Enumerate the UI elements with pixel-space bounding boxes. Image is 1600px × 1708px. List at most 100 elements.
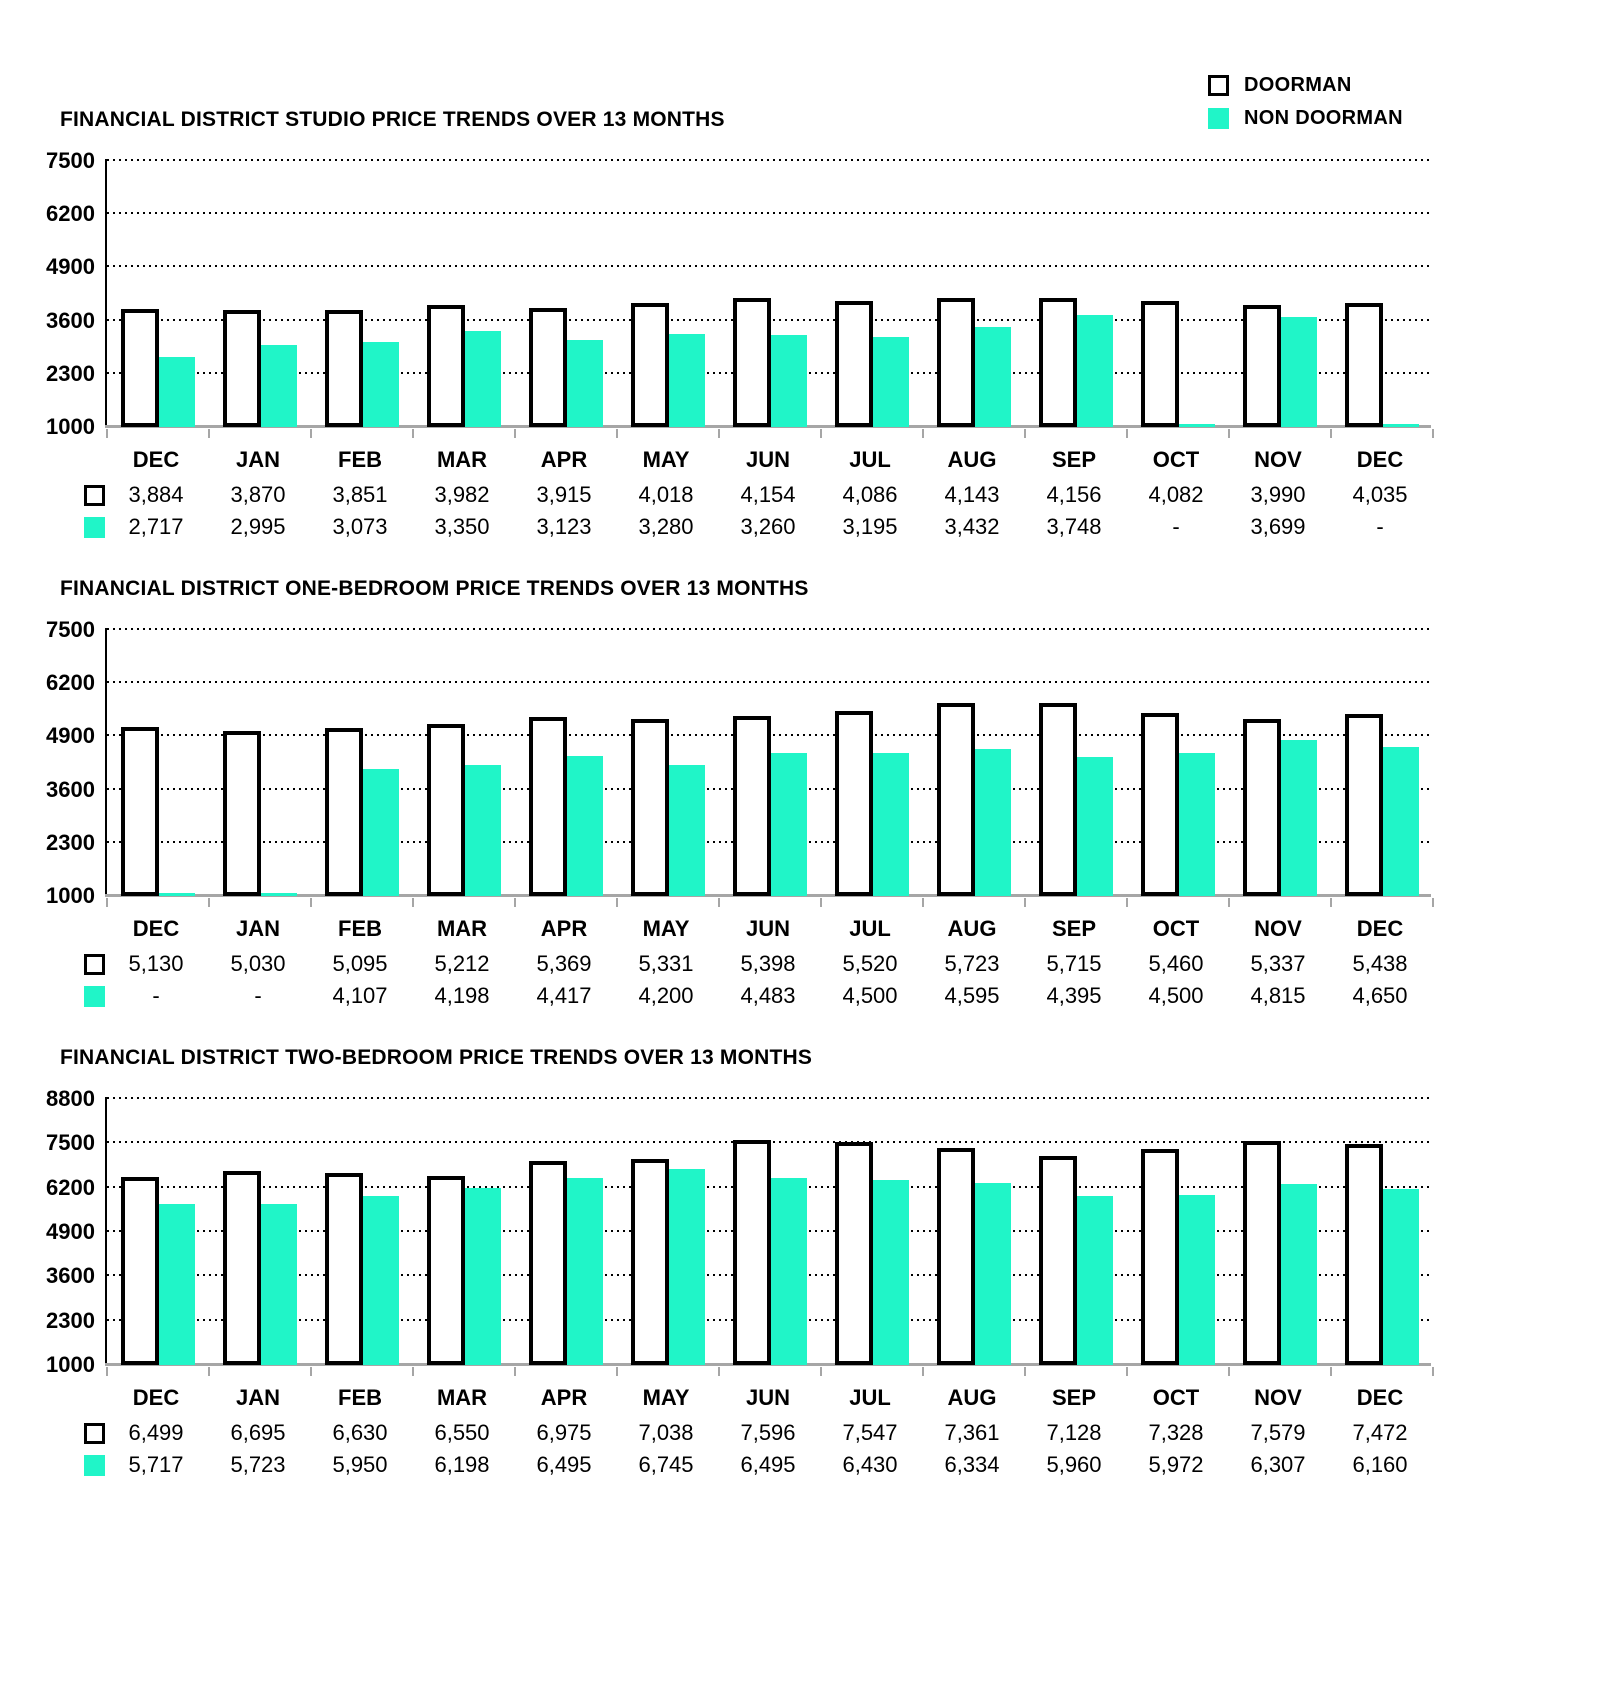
value-non-doorman: 5,950 xyxy=(332,1452,388,1477)
value-doorman: 5,130 xyxy=(128,951,184,976)
bar-non-doorman xyxy=(261,345,297,427)
value-non-doorman: 3,073 xyxy=(332,514,388,539)
x-axis-tick xyxy=(820,429,822,438)
value-non-doorman: 4,483 xyxy=(740,983,796,1008)
value-row-non-doorman: 5,717 5,723 5,950 6,198 6,495 6,745 6,495 6,430… xyxy=(8,1449,1438,1481)
value-row-swatch-cell xyxy=(8,479,105,511)
bar-doorman xyxy=(1243,719,1281,896)
value-non-doorman: 6,745 xyxy=(638,1452,694,1477)
value-non-doorman: 2,717 xyxy=(128,514,184,539)
value-row-doorman: 3,884 3,870 3,851 3,982 3,915 4,018 4,154 4,086… xyxy=(8,479,1438,511)
x-axis-tick xyxy=(1024,898,1026,907)
x-axis-label: AUG xyxy=(947,447,997,472)
value-doorman: 3,851 xyxy=(332,482,388,507)
bar-group-aug-9 xyxy=(923,1097,1025,1365)
x-axis-tick xyxy=(310,898,312,907)
value-non-doorman: 6,495 xyxy=(536,1452,592,1477)
value-doorman: 4,156 xyxy=(1046,482,1102,507)
bar-group-apr-5 xyxy=(515,159,617,427)
doorman-swatch-icon xyxy=(84,1422,105,1444)
x-axis-tick xyxy=(1432,429,1434,438)
bar-group-sep-10 xyxy=(1025,159,1127,427)
bar-non-doorman xyxy=(873,337,909,427)
y-axis-label: 1000 xyxy=(46,883,95,908)
bar-group-aug-9 xyxy=(923,159,1025,427)
value-doorman: 7,472 xyxy=(1352,1420,1408,1445)
bar-non-doorman xyxy=(1383,747,1419,896)
x-axis-tick xyxy=(106,429,108,438)
bar-non-doorman xyxy=(669,1169,705,1365)
bar-group-oct-11 xyxy=(1127,159,1229,427)
bar-non-doorman xyxy=(159,893,195,896)
gridline xyxy=(107,265,1431,267)
value-doorman: 4,018 xyxy=(638,482,694,507)
bar-doorman xyxy=(325,310,363,427)
x-axis-tick xyxy=(514,898,516,907)
x-axis-tick xyxy=(616,429,618,438)
bar-doorman xyxy=(1039,1156,1077,1365)
value-doorman: 6,550 xyxy=(434,1420,490,1445)
bar-group-dec-13 xyxy=(1331,159,1433,427)
plot-area: 8800 7500 6200 4900 3600 2300 1000 xyxy=(46,1087,1434,1377)
x-axis-tick xyxy=(412,898,414,907)
bar-group-oct-11 xyxy=(1127,628,1229,896)
x-axis-label: JUL xyxy=(849,447,891,472)
chart-title: FINANCIAL DISTRICT ONE-BEDROOM PRICE TRE… xyxy=(60,577,809,600)
chart-section-2: FINANCIAL DISTRICT ONE-BEDROOM PRICE TRE… xyxy=(8,577,1438,1012)
value-doorman: 3,990 xyxy=(1250,482,1306,507)
bar-non-doorman xyxy=(159,1204,195,1365)
bar-doorman xyxy=(121,309,159,427)
bar-group-mar-4 xyxy=(413,159,515,427)
value-non-doorman: 5,723 xyxy=(230,1452,286,1477)
chart-title: FINANCIAL DISTRICT TWO-BEDROOM PRICE TRE… xyxy=(60,1046,813,1069)
value-doorman: 5,337 xyxy=(1250,951,1306,976)
bar-doorman xyxy=(835,711,873,896)
bar-groups xyxy=(107,1097,1431,1365)
bar-non-doorman xyxy=(669,334,705,427)
doorman-swatch-icon xyxy=(1208,75,1229,96)
bar-non-doorman xyxy=(465,765,501,896)
bar-non-doorman xyxy=(1077,315,1113,427)
bar-non-doorman xyxy=(975,1183,1011,1365)
chart-section-3: FINANCIAL DISTRICT TWO-BEDROOM PRICE TRE… xyxy=(8,1046,1438,1481)
value-non-doorman: - xyxy=(254,983,262,1008)
value-non-doorman: 5,960 xyxy=(1046,1452,1102,1477)
y-axis-label: 1000 xyxy=(46,1352,95,1377)
x-axis-tick xyxy=(514,429,516,438)
y-axis-label: 7500 xyxy=(46,617,95,642)
bar-non-doorman xyxy=(771,1178,807,1365)
bar-non-doorman xyxy=(261,1204,297,1365)
x-axis-tick xyxy=(718,898,720,907)
bar-group-sep-10 xyxy=(1025,628,1127,896)
bar-group-sep-10 xyxy=(1025,1097,1127,1365)
x-axis-label: DEC xyxy=(132,916,180,941)
x-axis-label: OCT xyxy=(1152,447,1200,472)
value-doorman: 3,982 xyxy=(434,482,490,507)
chart-section-1: FINANCIAL DISTRICT STUDIO PRICE TRENDS O… xyxy=(8,108,1438,543)
bar-non-doorman xyxy=(975,327,1011,427)
y-axis-label: 4900 xyxy=(46,254,95,279)
x-axis-tick xyxy=(412,429,414,438)
bar-doorman xyxy=(733,298,771,427)
x-axis-label: JUL xyxy=(849,916,891,941)
x-axis-label: AUG xyxy=(947,1385,997,1410)
x-axis-labels: DEC JAN FEB MAR APR MAY JUN JUL AUG SEP OCT NOV DEC xyxy=(8,916,1438,942)
bar-doorman xyxy=(223,731,261,896)
bar-doorman xyxy=(121,1177,159,1365)
charts-root: FINANCIAL DISTRICT STUDIO PRICE TRENDS O… xyxy=(8,108,1438,1515)
non-doorman-swatch-icon xyxy=(84,516,105,538)
bar-non-doorman xyxy=(771,335,807,427)
chart-legend: DOORMAN NON DOORMAN xyxy=(1208,74,1403,130)
bar-doorman xyxy=(631,719,669,896)
x-axis-tick xyxy=(922,898,924,907)
x-axis-label: MAR xyxy=(436,916,488,941)
x-axis-tick xyxy=(1126,898,1128,907)
x-axis-label: SEP xyxy=(1051,1385,1097,1410)
bar-non-doorman xyxy=(975,749,1011,896)
x-axis-label: DEC xyxy=(1356,447,1404,472)
bar-group-jun-7 xyxy=(719,628,821,896)
bar-doorman xyxy=(1243,305,1281,427)
bar-group-may-6 xyxy=(617,1097,719,1365)
value-row-swatch-cell xyxy=(8,511,105,543)
